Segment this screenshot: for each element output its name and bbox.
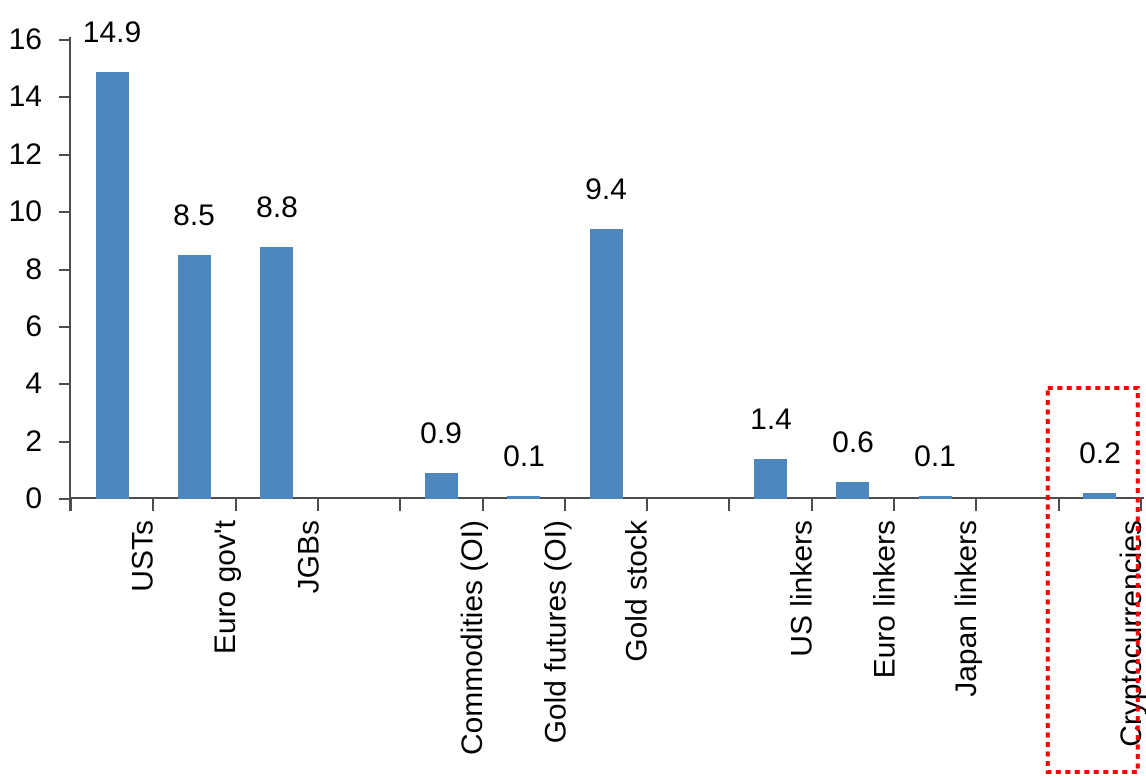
x-tick [399,499,401,511]
category-label-text: Japan linkers [950,520,983,697]
y-tick-label: 12 [8,138,42,171]
category-label-text: Gold stock [621,520,654,662]
y-tick [59,39,69,41]
value-label: 9.4 [585,173,627,206]
y-tick-label: 16 [8,23,42,56]
y-tick [59,96,69,98]
value-label: 0.9 [420,417,462,450]
y-tick-label: 0 [25,482,42,515]
bar [425,473,458,499]
value-label: 8.8 [256,191,298,224]
y-tick-label: 2 [25,425,42,458]
y-tick [59,383,69,385]
value-label: 0.1 [503,440,545,473]
value-label: 0.6 [832,426,874,459]
y-tick-label: 6 [25,310,42,343]
category-label-text: Euro linkers [868,520,901,679]
y-tick-label: 8 [25,253,42,286]
value-label: 0.2 [1079,437,1121,470]
y-tick-label: 4 [25,367,42,400]
y-tick [59,498,69,500]
bar [178,255,211,499]
bar [260,247,293,499]
y-axis-line [69,37,71,511]
x-tick [317,499,319,511]
category-label-text: Cryptocurrencies [1115,520,1146,747]
x-tick [646,499,648,511]
x-tick [152,499,154,511]
bar [836,482,869,499]
x-tick [893,499,895,511]
x-tick [975,499,977,511]
y-tick-label: 10 [8,195,42,228]
x-tick [235,499,237,511]
category-label-text: Euro gov't [209,520,242,655]
value-label: 1.4 [750,403,792,436]
bar [919,496,952,499]
category-label-text: Commodities (OI) [456,520,489,756]
y-tick [59,269,69,271]
y-tick [59,211,69,213]
y-tick [59,326,69,328]
bar [590,229,623,499]
y-tick [59,441,69,443]
bar [507,496,540,499]
x-tick [564,499,566,511]
category-label-text: Gold futures (OI) [539,520,572,744]
value-label: 14.9 [82,16,142,49]
category-label-text: USTs [127,520,160,592]
y-tick [59,154,69,156]
category-label-text: JGBs [292,520,325,594]
bar [754,459,787,499]
x-tick [482,499,484,511]
y-tick-label: 14 [8,80,42,113]
x-tick [1140,499,1142,511]
category-label-text: US linkers [786,520,819,657]
x-tick [1058,499,1060,511]
value-label: 8.5 [173,199,215,232]
x-tick [728,499,730,511]
bar [96,72,129,499]
bar [1083,493,1116,499]
value-label: 0.1 [914,440,956,473]
x-tick [811,499,813,511]
x-tick [70,499,72,511]
